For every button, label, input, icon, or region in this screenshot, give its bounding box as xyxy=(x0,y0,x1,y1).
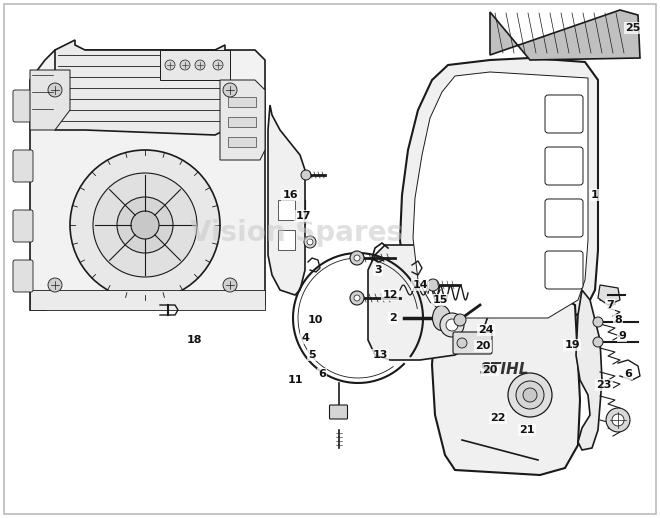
Circle shape xyxy=(508,373,552,417)
Circle shape xyxy=(131,211,159,239)
Text: 3: 3 xyxy=(374,265,382,275)
Circle shape xyxy=(195,60,205,70)
FancyBboxPatch shape xyxy=(13,150,33,182)
Circle shape xyxy=(223,83,237,97)
Circle shape xyxy=(48,278,62,292)
Polygon shape xyxy=(576,290,602,450)
Polygon shape xyxy=(413,72,588,318)
Circle shape xyxy=(354,255,360,261)
Text: 23: 23 xyxy=(597,380,612,390)
FancyBboxPatch shape xyxy=(228,137,256,147)
Text: 1: 1 xyxy=(591,190,599,200)
Text: Vision Spares: Vision Spares xyxy=(191,219,403,247)
Text: STIHL: STIHL xyxy=(480,363,530,378)
Circle shape xyxy=(301,170,311,180)
Circle shape xyxy=(223,278,237,292)
FancyBboxPatch shape xyxy=(13,90,33,122)
Circle shape xyxy=(593,317,603,327)
Circle shape xyxy=(427,279,439,291)
FancyBboxPatch shape xyxy=(13,210,33,242)
Circle shape xyxy=(593,337,603,347)
Polygon shape xyxy=(55,40,225,135)
Text: 21: 21 xyxy=(519,425,535,435)
Circle shape xyxy=(213,60,223,70)
FancyBboxPatch shape xyxy=(545,199,583,237)
FancyBboxPatch shape xyxy=(545,251,583,289)
FancyBboxPatch shape xyxy=(545,147,583,185)
Text: 6: 6 xyxy=(624,369,632,379)
Text: 17: 17 xyxy=(295,211,311,221)
Polygon shape xyxy=(278,230,295,250)
Polygon shape xyxy=(490,10,640,60)
Text: 6: 6 xyxy=(318,369,326,379)
Circle shape xyxy=(48,83,62,97)
Circle shape xyxy=(523,388,537,402)
Polygon shape xyxy=(30,70,70,130)
Text: 11: 11 xyxy=(287,375,303,385)
Text: 2: 2 xyxy=(389,313,397,323)
Circle shape xyxy=(606,408,630,432)
Text: 18: 18 xyxy=(186,335,202,345)
Text: 13: 13 xyxy=(372,350,387,360)
Text: 22: 22 xyxy=(490,413,506,423)
Polygon shape xyxy=(268,105,305,295)
Polygon shape xyxy=(278,200,295,220)
Text: 20: 20 xyxy=(475,341,490,351)
Circle shape xyxy=(457,338,467,348)
FancyBboxPatch shape xyxy=(228,117,256,127)
Circle shape xyxy=(117,197,173,253)
Polygon shape xyxy=(30,50,265,310)
Text: 12: 12 xyxy=(382,290,398,300)
Circle shape xyxy=(440,313,464,337)
Circle shape xyxy=(454,314,466,326)
Text: 10: 10 xyxy=(308,315,323,325)
FancyBboxPatch shape xyxy=(228,97,256,107)
Text: 15: 15 xyxy=(432,295,447,305)
Circle shape xyxy=(354,295,360,301)
Circle shape xyxy=(446,319,458,331)
Polygon shape xyxy=(400,58,598,330)
Text: 9: 9 xyxy=(618,331,626,341)
Circle shape xyxy=(304,236,316,248)
Polygon shape xyxy=(220,80,265,160)
Circle shape xyxy=(180,60,190,70)
Text: 8: 8 xyxy=(614,315,622,325)
Text: 25: 25 xyxy=(625,23,641,33)
Polygon shape xyxy=(30,290,265,310)
Text: 7: 7 xyxy=(606,300,614,310)
Polygon shape xyxy=(160,50,230,80)
FancyBboxPatch shape xyxy=(13,260,33,292)
FancyBboxPatch shape xyxy=(329,405,348,419)
Text: 5: 5 xyxy=(308,350,316,360)
Text: 16: 16 xyxy=(282,190,298,200)
Circle shape xyxy=(307,239,313,245)
Polygon shape xyxy=(368,245,490,360)
Circle shape xyxy=(165,60,175,70)
Ellipse shape xyxy=(432,306,451,330)
Circle shape xyxy=(516,381,544,409)
Circle shape xyxy=(70,150,220,300)
FancyBboxPatch shape xyxy=(453,332,492,354)
FancyBboxPatch shape xyxy=(545,95,583,133)
Polygon shape xyxy=(432,278,580,475)
Circle shape xyxy=(93,173,197,277)
Polygon shape xyxy=(598,285,620,305)
Text: 14: 14 xyxy=(412,280,428,290)
Text: 4: 4 xyxy=(301,333,309,343)
Text: 24: 24 xyxy=(478,325,494,335)
Circle shape xyxy=(350,251,364,265)
Text: 20: 20 xyxy=(482,365,498,375)
Text: 19: 19 xyxy=(564,340,580,350)
Circle shape xyxy=(350,291,364,305)
Circle shape xyxy=(612,414,624,426)
